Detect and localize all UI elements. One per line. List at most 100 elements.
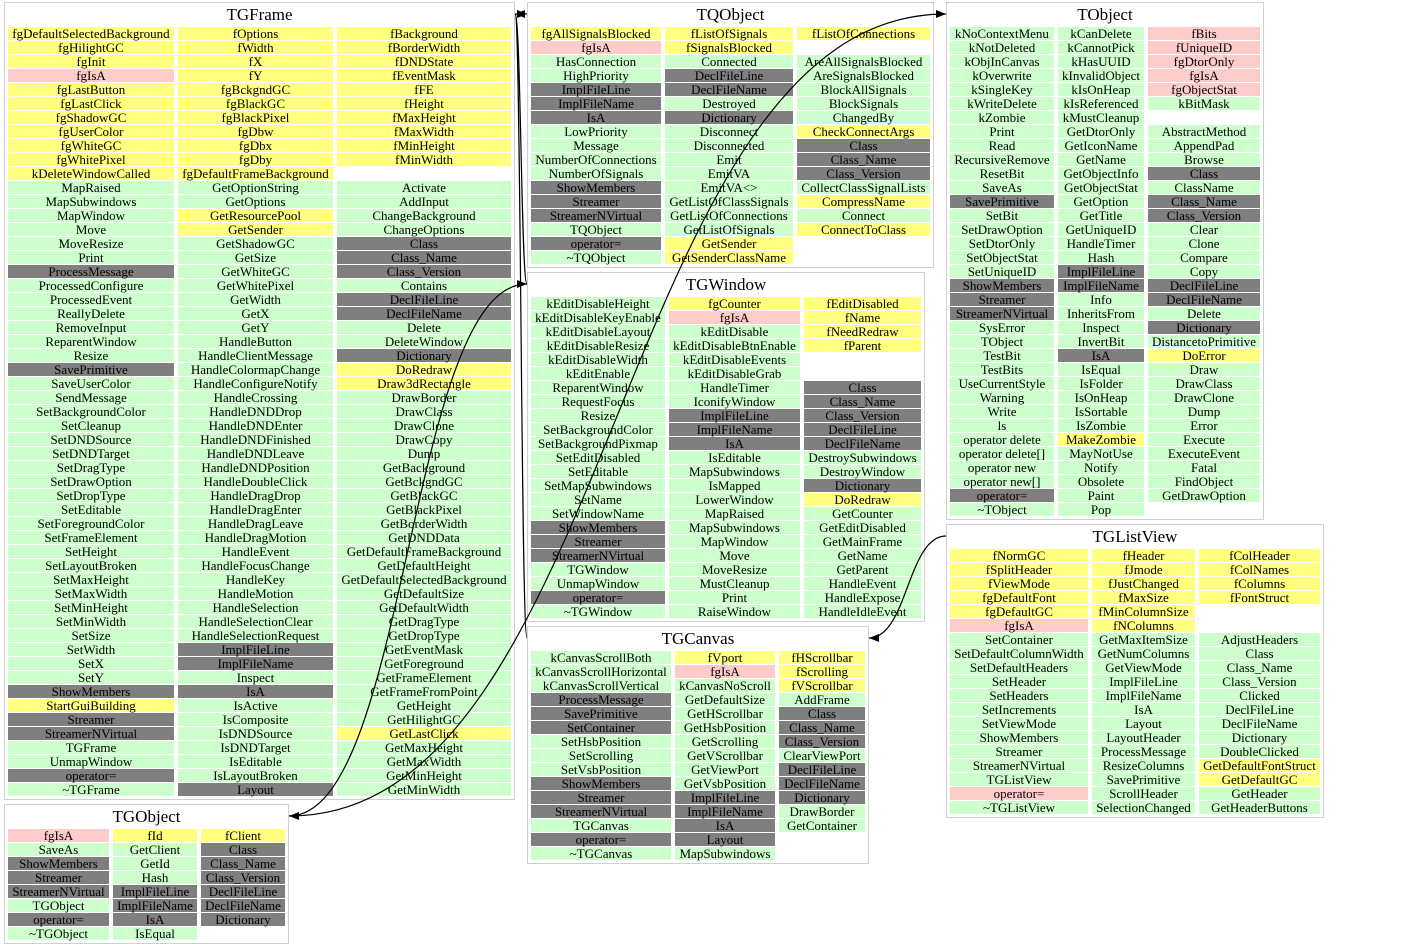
member-cell[interactable]: GetOptions xyxy=(178,195,333,209)
member-cell[interactable]: GetListOfSignals xyxy=(665,223,793,237)
member-cell[interactable]: DeclFileLine xyxy=(201,885,285,899)
member-cell[interactable]: ImplFileName xyxy=(178,657,333,671)
member-cell[interactable]: kWriteDelete xyxy=(950,97,1054,111)
member-cell[interactable]: kEditDisableGrab xyxy=(669,367,800,381)
member-cell[interactable]: ResetBit xyxy=(950,167,1054,181)
member-cell[interactable]: ~TGObject xyxy=(8,927,109,941)
member-cell[interactable]: GetViewMode xyxy=(1092,661,1195,675)
member-cell[interactable]: fgIsA xyxy=(1148,69,1260,83)
member-cell[interactable]: fgCounter xyxy=(669,297,800,311)
member-cell[interactable]: ShowMembers xyxy=(8,857,109,871)
member-cell[interactable]: SetY xyxy=(8,671,174,685)
member-cell[interactable]: Layout xyxy=(178,783,333,797)
member-cell[interactable]: GetHsbPosition xyxy=(675,721,775,735)
class-title[interactable]: TGCanvas xyxy=(661,629,735,648)
member-cell[interactable]: kOverwrite xyxy=(950,69,1054,83)
member-cell[interactable]: GetContainer xyxy=(779,819,865,833)
member-cell[interactable]: Class_Name xyxy=(337,251,511,265)
member-cell[interactable]: operator= xyxy=(531,591,665,605)
class-title[interactable]: TQObject xyxy=(696,5,765,24)
member-cell[interactable]: Contains xyxy=(337,279,511,293)
member-cell[interactable]: kNoContextMenu xyxy=(950,27,1054,41)
member-cell[interactable]: Class xyxy=(337,237,511,251)
member-cell[interactable]: GetDefaultFontStruct xyxy=(1199,759,1320,773)
member-cell[interactable]: fMaxSize xyxy=(1092,591,1195,605)
member-cell[interactable]: kCanvasScrollVertical xyxy=(531,679,671,693)
member-cell[interactable]: IsA xyxy=(178,685,333,699)
member-cell[interactable]: DrawClass xyxy=(337,405,511,419)
member-cell[interactable]: GetHilightGC xyxy=(337,713,511,727)
member-cell[interactable]: SetHeader xyxy=(950,675,1088,689)
member-cell[interactable]: Class xyxy=(797,139,930,153)
member-cell[interactable]: fScrolling xyxy=(779,665,865,679)
member-cell[interactable]: HandleEvent xyxy=(804,577,921,591)
member-cell[interactable]: Hash xyxy=(113,871,197,885)
member-cell[interactable]: GetBorderWidth xyxy=(337,517,511,531)
member-cell[interactable]: SendMessage xyxy=(8,391,174,405)
member-cell[interactable]: GetY xyxy=(178,321,333,335)
member-cell[interactable]: fgIsA xyxy=(531,41,661,55)
member-cell[interactable]: FindObject xyxy=(1148,475,1260,489)
member-cell[interactable]: SetHeight xyxy=(8,545,174,559)
member-cell[interactable]: GetVScrollbar xyxy=(675,749,775,763)
member-cell[interactable]: fgBckgndGC xyxy=(178,83,333,97)
member-cell[interactable]: SetDefaultColumnWidth xyxy=(950,647,1088,661)
member-cell[interactable]: kCanDelete xyxy=(1058,27,1144,41)
member-cell[interactable]: EmitVA xyxy=(665,167,793,181)
member-cell[interactable]: fNormGC xyxy=(950,549,1088,563)
member-cell[interactable]: SaveAs xyxy=(8,843,109,857)
member-cell[interactable]: kEditDisableHeight xyxy=(531,297,665,311)
member-cell[interactable]: SetName xyxy=(531,493,665,507)
member-cell[interactable]: fgBlackPixel xyxy=(178,111,333,125)
member-cell[interactable]: Read xyxy=(950,139,1054,153)
member-cell[interactable]: IsA xyxy=(1058,349,1144,363)
member-cell[interactable]: RecursiveRemove xyxy=(950,153,1054,167)
member-cell[interactable]: RemoveInput xyxy=(8,321,174,335)
member-cell[interactable]: fClient xyxy=(201,829,285,843)
member-cell[interactable]: fMinWidth xyxy=(337,153,511,167)
member-cell[interactable]: kSingleKey xyxy=(950,83,1054,97)
member-cell[interactable]: GetDefaultSize xyxy=(675,693,775,707)
member-cell[interactable]: DeclFileLine xyxy=(337,293,511,307)
member-cell[interactable]: DeclFileName xyxy=(665,83,793,97)
member-cell[interactable]: SetBackgroundColor xyxy=(531,423,665,437)
member-cell[interactable]: SetWidth xyxy=(8,643,174,657)
member-cell[interactable]: IsDNDTarget xyxy=(178,741,333,755)
member-cell[interactable]: GetForeground xyxy=(337,657,511,671)
member-cell[interactable]: ReparentWindow xyxy=(531,381,665,395)
member-cell[interactable]: SetEditable xyxy=(531,465,665,479)
member-cell[interactable]: StartGuiBuilding xyxy=(8,699,174,713)
member-cell[interactable]: DeclFileName xyxy=(779,777,865,791)
member-cell[interactable]: HandleDragMotion xyxy=(178,531,333,545)
member-cell[interactable]: IsEqual xyxy=(113,927,197,941)
member-cell[interactable]: SysError xyxy=(950,321,1054,335)
member-cell[interactable]: fgDtorOnly xyxy=(1148,55,1260,69)
member-cell[interactable]: fListOfSignals xyxy=(665,27,793,41)
member-cell[interactable]: fgLastClick xyxy=(8,97,174,111)
member-cell[interactable]: operator delete xyxy=(950,433,1054,447)
member-cell[interactable]: SetBit xyxy=(950,209,1054,223)
member-cell[interactable]: IsActive xyxy=(178,699,333,713)
member-cell[interactable]: fListOfConnections xyxy=(797,27,930,41)
member-cell[interactable]: MapWindow xyxy=(8,209,174,223)
member-cell[interactable]: Move xyxy=(669,549,800,563)
member-cell[interactable]: GetVsbPosition xyxy=(675,777,775,791)
member-cell[interactable]: SetEditable xyxy=(8,503,174,517)
member-cell[interactable]: Class xyxy=(804,381,921,395)
member-cell[interactable]: Write xyxy=(950,405,1054,419)
member-cell[interactable]: fMinHeight xyxy=(337,139,511,153)
member-cell[interactable]: Class_Name xyxy=(797,153,930,167)
member-cell[interactable]: SetContainer xyxy=(950,633,1088,647)
member-cell[interactable]: DeclFileName xyxy=(201,899,285,913)
member-cell[interactable]: Class_Version xyxy=(779,735,865,749)
member-cell[interactable]: BlockAllSignals xyxy=(797,83,930,97)
member-cell[interactable]: kCannotPick xyxy=(1058,41,1144,55)
member-cell[interactable]: MapRaised xyxy=(669,507,800,521)
member-cell[interactable]: Class_Name xyxy=(804,395,921,409)
member-cell[interactable]: MayNotUse xyxy=(1058,447,1144,461)
member-cell[interactable]: SetContainer xyxy=(531,721,671,735)
member-cell[interactable]: HandleExpose xyxy=(804,591,921,605)
member-cell[interactable]: Class_Name xyxy=(1148,195,1260,209)
member-cell[interactable]: fgIsA xyxy=(8,69,174,83)
member-cell[interactable]: SetX xyxy=(8,657,174,671)
